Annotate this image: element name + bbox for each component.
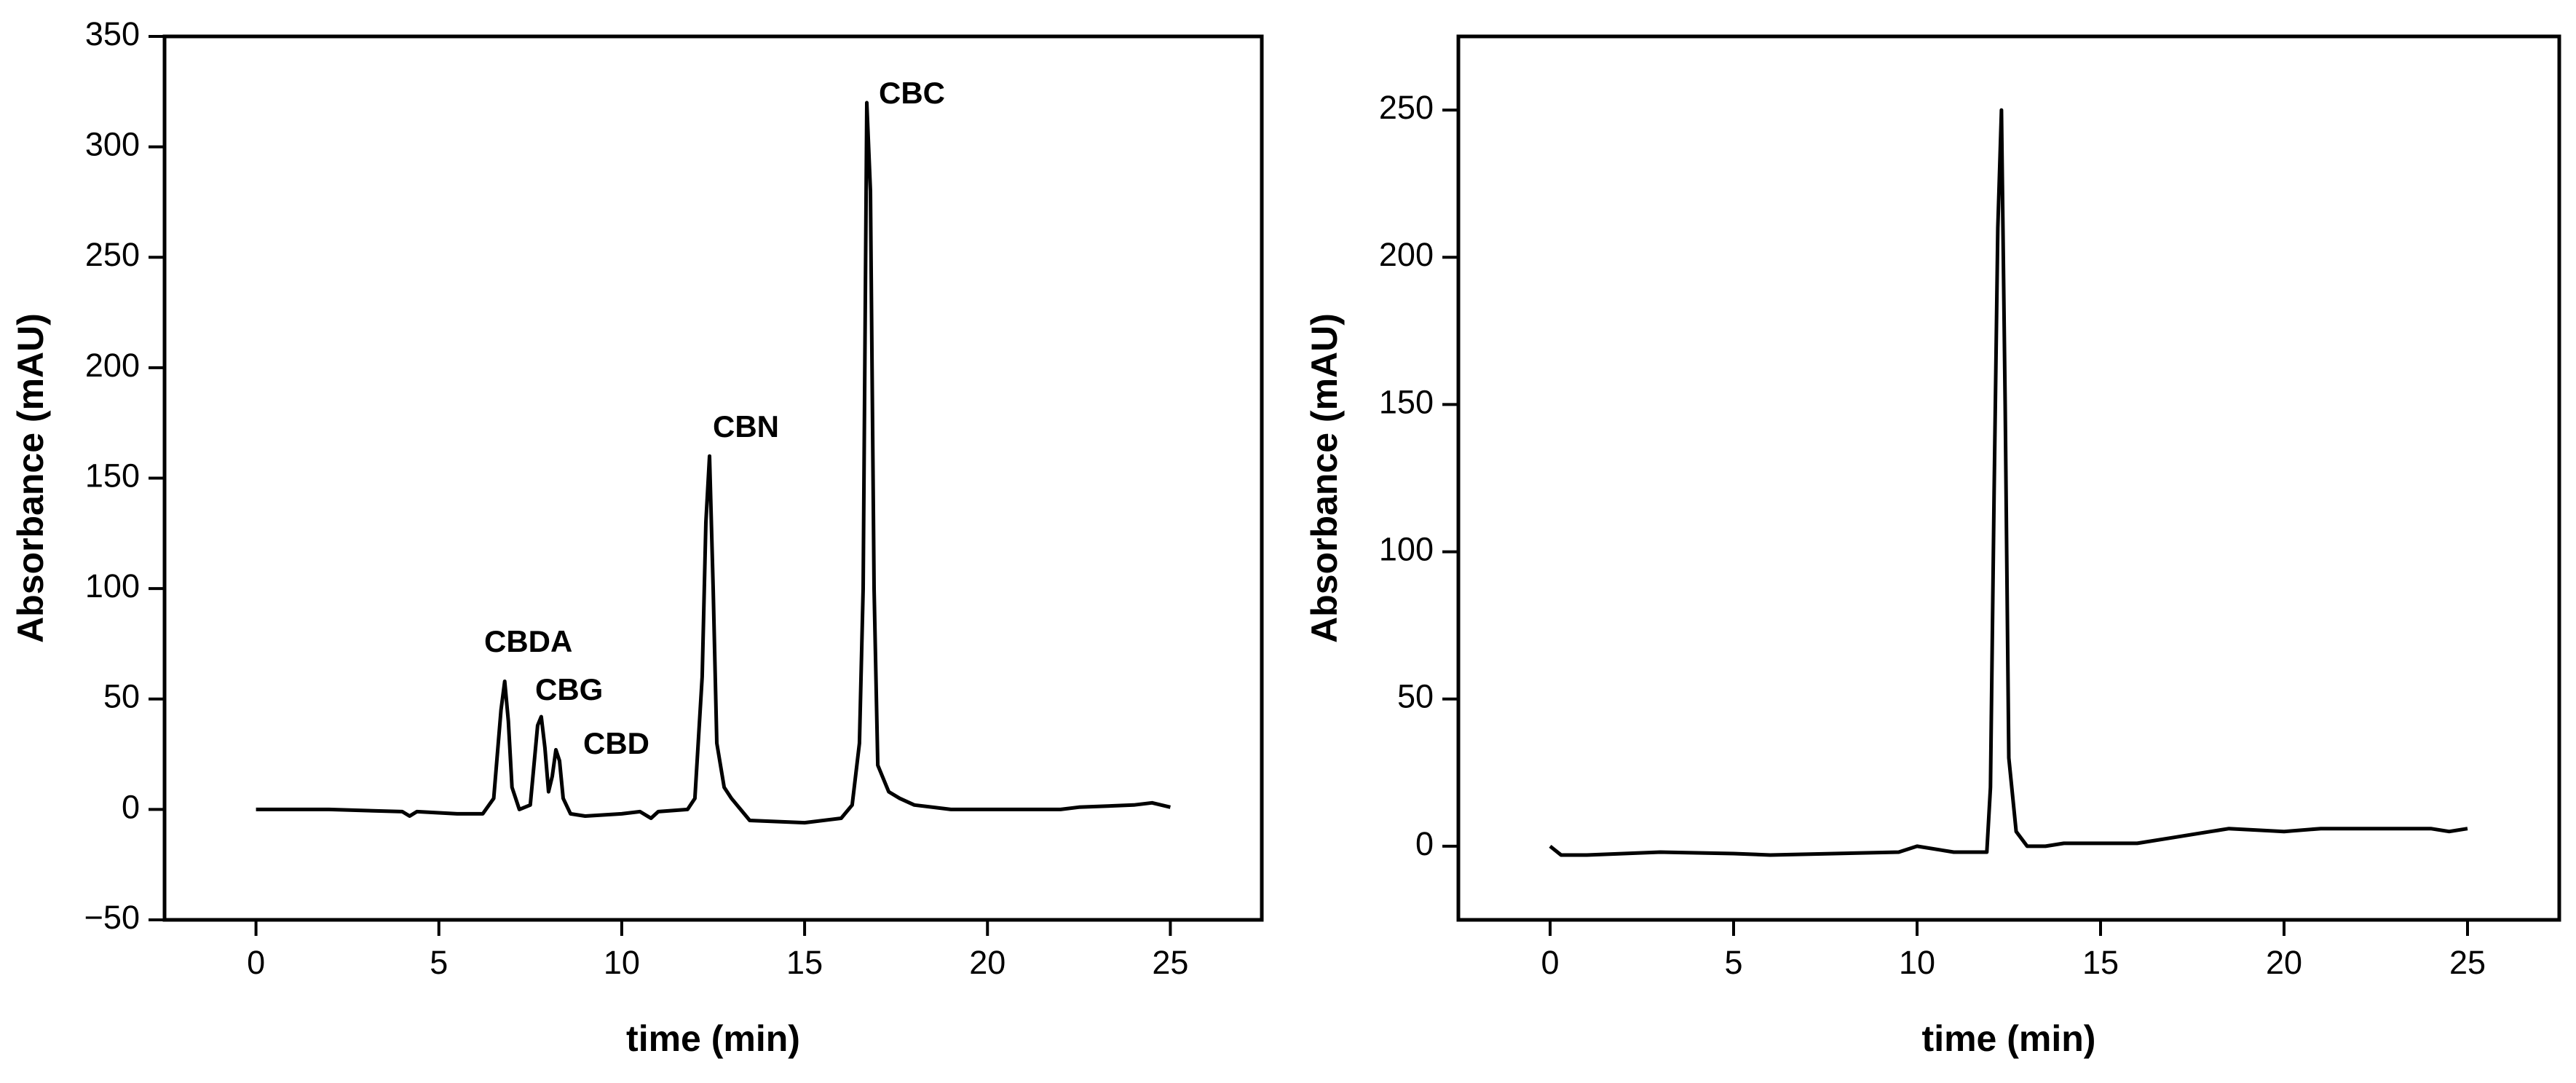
peak-label: CBG: [535, 672, 603, 706]
x-tick-label: 20: [969, 944, 1005, 981]
x-tick-label: 10: [1899, 944, 1935, 981]
x-tick-label: 5: [1724, 944, 1742, 981]
peak-label: CBD: [583, 726, 649, 760]
x-tick-label: 0: [1541, 944, 1559, 981]
x-tick-label: 25: [2449, 944, 2486, 981]
x-tick-label: 10: [604, 944, 640, 981]
y-tick-label: 150: [85, 457, 140, 494]
x-tick-label: 15: [2082, 944, 2119, 981]
data-line: [256, 101, 1171, 825]
y-tick-label: 250: [85, 236, 140, 273]
peak-label: CBDA: [484, 624, 572, 658]
plot-frame: [1456, 34, 2561, 922]
y-tick-label: 350: [85, 15, 140, 52]
y-tick-label: 0: [122, 788, 140, 825]
plot-frame: [162, 34, 1264, 922]
data-line: [1549, 108, 2468, 857]
y-tick-label: 200: [1379, 236, 1434, 273]
y-tick-label: 100: [85, 567, 140, 604]
y-tick-label: 300: [85, 126, 140, 163]
y-tick-label: 0: [1415, 825, 1434, 862]
y-tick-label: 50: [1397, 678, 1434, 715]
y-tick-label: −50: [84, 899, 140, 936]
x-tick-label: 0: [247, 944, 265, 981]
x-tick-label: 20: [2266, 944, 2302, 981]
x-tick-label: 5: [430, 944, 448, 981]
y-tick-label: 150: [1379, 383, 1434, 420]
y-tick-label: 100: [1379, 530, 1434, 567]
x-axis-label: time (min): [1922, 1018, 2096, 1059]
x-axis-label: time (min): [626, 1018, 800, 1059]
x-tick-label: 15: [786, 944, 823, 981]
x-tick-label: 25: [1152, 944, 1188, 981]
y-tick-label: 50: [103, 678, 140, 715]
peak-label: CBC: [879, 76, 945, 110]
y-axis-label: Absorbance (mAU): [10, 313, 51, 643]
y-axis-label: Absorbance (mAU): [1304, 313, 1345, 643]
peak-label: CBN: [713, 409, 779, 444]
y-tick-label: 250: [1379, 89, 1434, 126]
y-tick-label: 200: [85, 347, 140, 384]
